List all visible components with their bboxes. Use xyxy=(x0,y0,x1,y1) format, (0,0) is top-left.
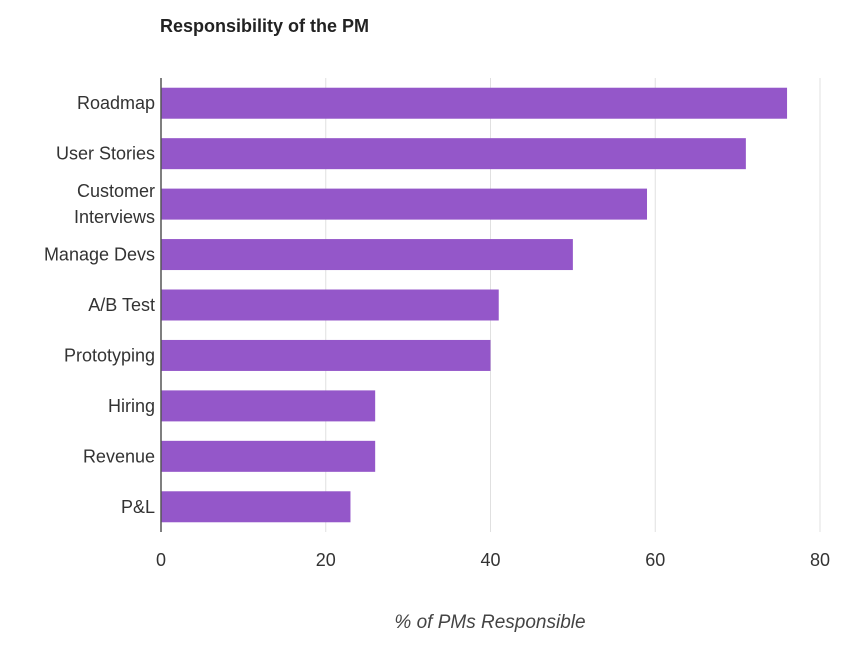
category-label: User Stories xyxy=(56,144,155,164)
labels: 0 20 40 60 80 Roadmap User Stories Customer Inte… xyxy=(44,93,830,570)
category-label: Hiring xyxy=(108,396,155,416)
x-axis-title: % of PMs Responsible xyxy=(394,612,585,633)
bar xyxy=(161,390,376,422)
bar xyxy=(161,239,573,271)
category-label: Revenue xyxy=(83,446,155,466)
x-tick-label: 20 xyxy=(316,550,336,570)
x-tick-label: 80 xyxy=(810,550,830,570)
x-tick-label: 40 xyxy=(480,550,500,570)
category-label: Customer xyxy=(77,181,155,201)
bar xyxy=(161,188,648,220)
bar xyxy=(161,87,788,119)
category-label: P&L xyxy=(121,497,155,517)
bar xyxy=(161,440,376,472)
category-label: A/B Test xyxy=(88,295,155,315)
category-label: Manage Devs xyxy=(44,245,155,265)
bar xyxy=(161,289,499,321)
x-tick-label: 60 xyxy=(645,550,665,570)
bar xyxy=(161,138,746,170)
bar xyxy=(161,491,351,523)
x-tick-label: 0 xyxy=(156,550,166,570)
category-label: Roadmap xyxy=(77,93,155,113)
category-label: Interviews xyxy=(74,207,155,227)
category-label: Prototyping xyxy=(64,345,155,365)
bars xyxy=(161,87,788,523)
bar xyxy=(161,339,491,371)
chart-title: Responsibility of the PM xyxy=(160,16,370,36)
